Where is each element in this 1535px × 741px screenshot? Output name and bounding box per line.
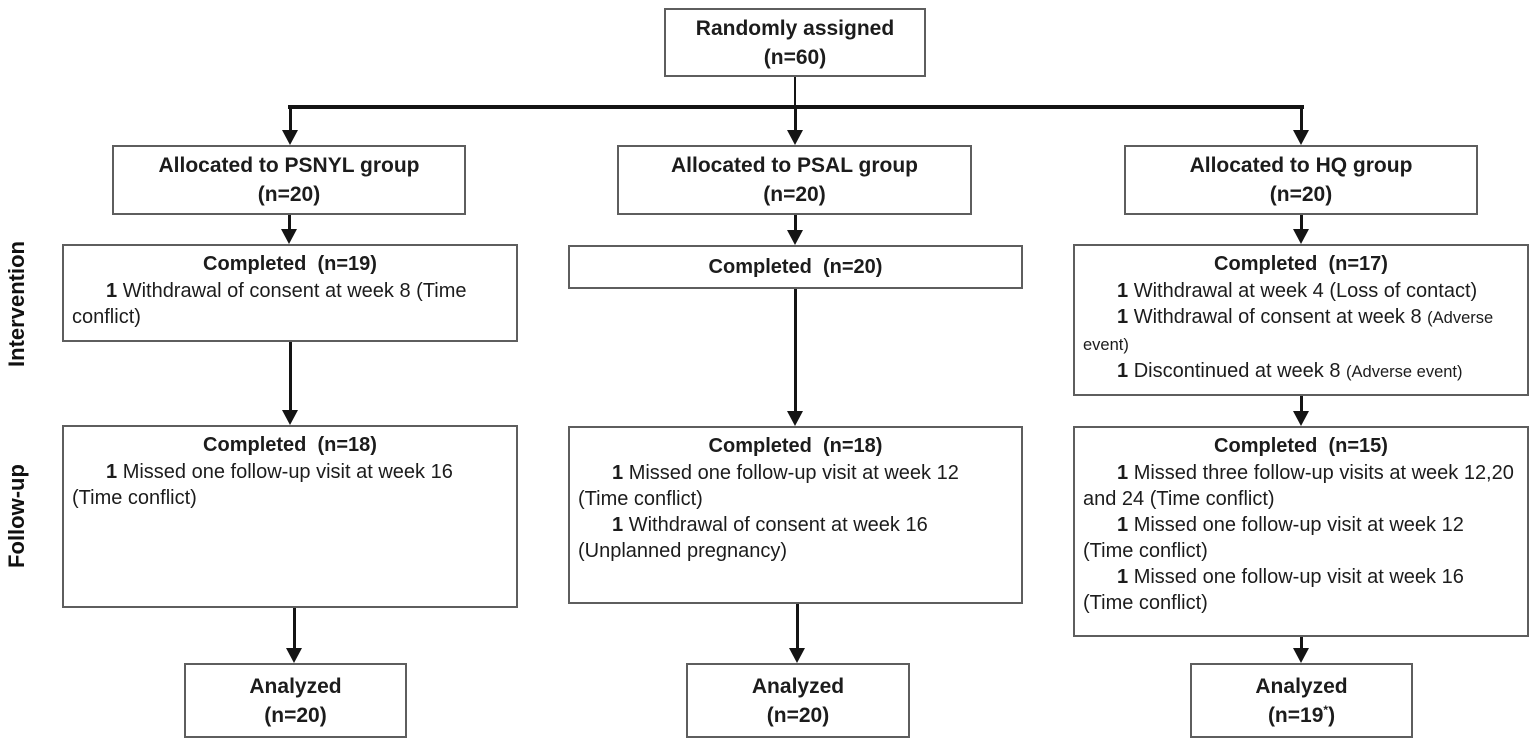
completed-header: Completed (n=18) [708, 435, 883, 457]
arrow-down-icon [1293, 215, 1309, 244]
reason-line: 1 Missed one follow-up visit at week 12 … [578, 462, 959, 510]
reason-line: 1 Missed one follow-up visit at week 16 … [1083, 566, 1464, 614]
arrow-down-icon [787, 215, 803, 245]
reason-line: 1 Discontinued at week 8 (Adverse event) [1117, 360, 1463, 382]
reason-text: Missed three follow-up visits at week 12… [1083, 462, 1514, 510]
asterisk-note: * [1323, 702, 1329, 717]
arrow-down-icon [1293, 637, 1309, 663]
reason-line: 1 Withdrawal of consent at week 16 (Unpl… [578, 514, 928, 562]
analyzed-label: Analyzed [751, 674, 845, 698]
psnyl-intervention-box: Completed (n=19) 1 Withdrawal of consent… [62, 244, 518, 342]
arrow-down-icon [787, 289, 803, 426]
reason-line: 1 Withdrawal at week 4 (Loss of contact) [1117, 280, 1478, 302]
analyzed-count: (n=20) [766, 703, 830, 727]
reason-text: Missed one follow-up visit at week 12 [1133, 514, 1464, 536]
connector-stub [794, 77, 796, 108]
hq-follow-up-box: Completed (n=15) 1 Missed three follow-u… [1073, 426, 1529, 637]
reason-text: Missed one follow-up visit at week 16 [122, 461, 453, 483]
randomized-box: Randomly assigned (n=60) [664, 8, 926, 77]
reason-text: Discontinued at week 8 [1133, 360, 1341, 382]
psal-analyzed-box: Analyzed (n=20) [686, 663, 910, 738]
stage-label-follow-up: Follow-up [4, 464, 29, 568]
arrow-down-icon [1293, 107, 1309, 145]
completed-header: Completed (n=20) [708, 255, 883, 278]
reason-text: Missed one follow-up visit at week 16 [1133, 566, 1464, 588]
allocated-count: (n=20) [763, 183, 826, 206]
reason-text: Withdrawal of consent at week 8 [122, 280, 411, 302]
psnyl-allocated-box: Allocated to PSNYL group (n=20) [112, 145, 466, 215]
stage-label-intervention: Intervention [4, 241, 29, 367]
randomized-count: (n=60) [763, 45, 827, 69]
allocated-count: (n=20) [1269, 183, 1333, 206]
hq-intervention-box: Completed (n=17) 1 Withdrawal at week 4 … [1073, 244, 1529, 396]
reason-note: (Time conflict) [1149, 488, 1275, 510]
randomized-label: Randomly assigned [695, 16, 895, 40]
arrow-down-icon [789, 604, 805, 663]
reason-note: (Unplanned pregnancy) [578, 540, 788, 562]
reason-line: 1 Missed one follow-up visit at week 12 … [1083, 514, 1464, 562]
reason-note: (Time conflict) [72, 487, 197, 509]
hq-allocated-box: Allocated to HQ group (n=20) [1124, 145, 1478, 215]
reason-line: 1 Withdrawal of consent at week 8 (Adver… [1083, 306, 1494, 354]
analyzed-count: (n=20) [264, 703, 327, 727]
reason-note: (Time conflict) [578, 488, 703, 510]
arrow-down-icon [282, 107, 298, 145]
reason-note: (Time conflict) [1083, 592, 1208, 614]
completed-header: Completed (n=19) [203, 253, 377, 275]
reason-line: 1 Missed three follow-up visits at week … [1083, 462, 1514, 510]
completed-header: Completed (n=15) [1214, 435, 1388, 457]
psal-intervention-box: Completed (n=20) [568, 245, 1023, 289]
psal-allocated-box: Allocated to PSAL group (n=20) [617, 145, 972, 215]
reason-line: 1 Missed one follow-up visit at week 16 … [72, 461, 453, 509]
hq-analyzed-box: Analyzed (n=19*) [1190, 663, 1413, 738]
arrow-down-icon [787, 107, 803, 145]
psnyl-analyzed-box: Analyzed (n=20) [184, 663, 407, 738]
arrow-down-icon [281, 215, 297, 244]
allocated-label: Allocated to PSNYL group [158, 154, 420, 177]
reason-text: Withdrawal of consent at week 8 [1133, 306, 1422, 328]
allocated-count: (n=20) [257, 183, 321, 206]
psnyl-follow-up-box: Completed (n=18) 1 Missed one follow-up … [62, 425, 518, 608]
arrow-down-icon [286, 608, 302, 663]
reason-note: (Adverse event) [1083, 309, 1494, 354]
arrow-down-icon [1293, 396, 1309, 426]
reason-note: (Adverse event) [1346, 363, 1463, 381]
reason-text: Missed one follow-up visit at week 12 [628, 462, 959, 484]
arrow-down-icon [282, 342, 298, 425]
reason-text: Withdrawal at week 4 [1133, 280, 1324, 302]
analyzed-count: (n=19*) [1267, 702, 1336, 727]
reason-note: (Time conflict) [72, 280, 467, 328]
allocated-label: Allocated to HQ group [1189, 154, 1413, 177]
reason-text: Withdrawal of consent at week 16 [628, 514, 928, 536]
reason-line: 1 Withdrawal of consent at week 8 (Time … [72, 280, 467, 328]
reason-note: (Loss of contact) [1329, 280, 1478, 302]
analyzed-label: Analyzed [249, 674, 342, 698]
psal-follow-up-box: Completed (n=18) 1 Missed one follow-up … [568, 426, 1023, 604]
reason-note: (Time conflict) [1083, 540, 1208, 562]
completed-header: Completed (n=17) [1214, 253, 1388, 275]
completed-header: Completed (n=18) [203, 434, 377, 456]
analyzed-label: Analyzed [1255, 674, 1348, 698]
allocated-label: Allocated to PSAL group [671, 154, 918, 177]
